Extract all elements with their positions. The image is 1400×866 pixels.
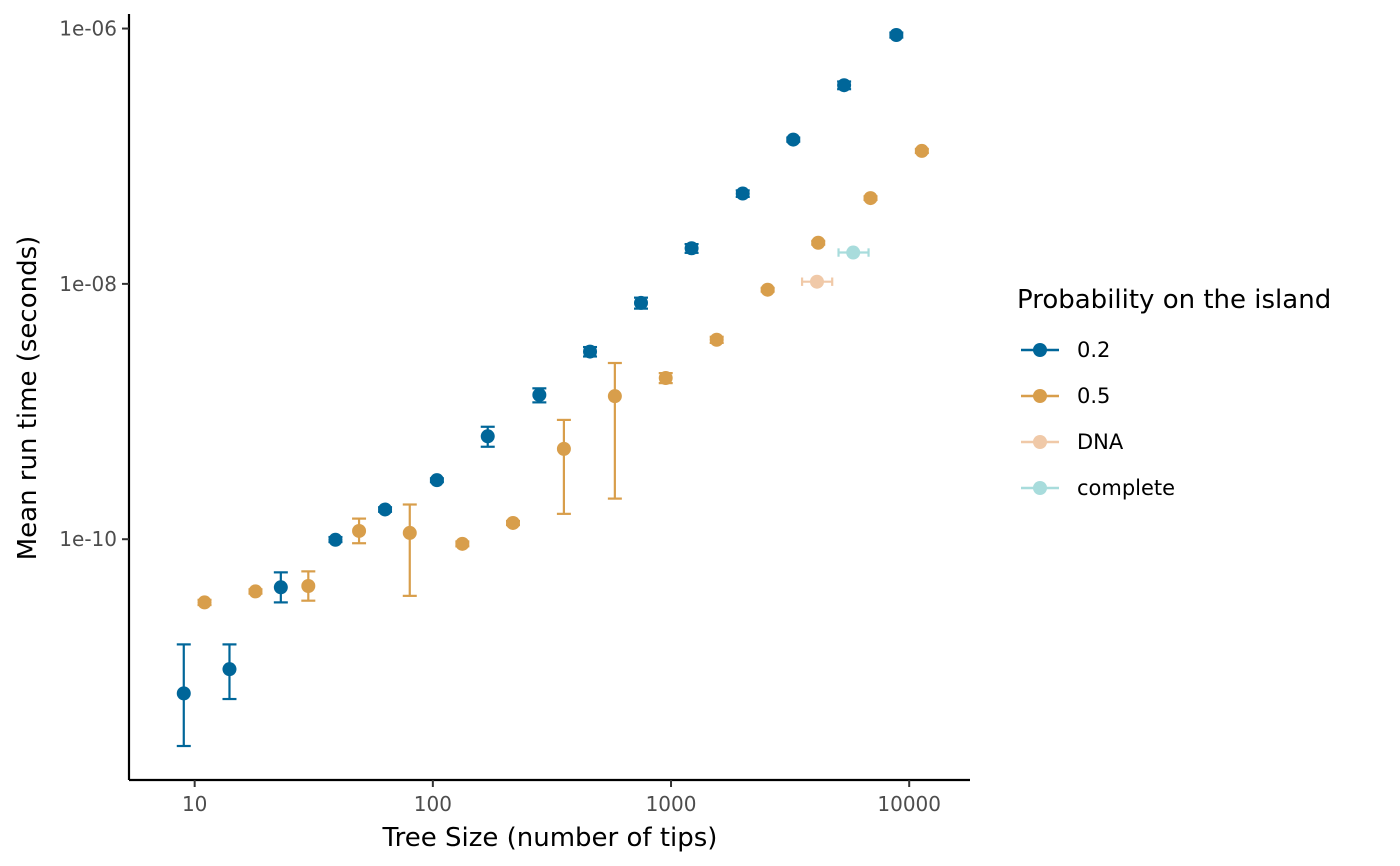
legend-label: DNA bbox=[1077, 430, 1124, 454]
data-point bbox=[532, 387, 547, 402]
series-0-2 bbox=[176, 28, 904, 748]
data-point bbox=[176, 686, 191, 701]
legend-label: complete bbox=[1077, 476, 1175, 500]
data-point bbox=[846, 245, 861, 260]
x-tick-label: 1000 bbox=[646, 792, 697, 816]
y-axis-ticks: 1e-10 1e-08 1e-06 bbox=[59, 17, 129, 551]
data-point bbox=[809, 274, 824, 289]
y-tick-label: 1e-10 bbox=[59, 527, 117, 551]
legend-key-point bbox=[1033, 481, 1047, 495]
plot-area: 10 100 1000 10000 1e-10 1e-08 1e-06 bbox=[59, 14, 970, 816]
series-complete bbox=[837, 245, 870, 260]
legend-title: Probability on the island bbox=[1017, 285, 1331, 315]
y-axis-title: Mean run time (seconds) bbox=[13, 236, 43, 561]
legend-label: 0.5 bbox=[1077, 384, 1110, 408]
series-layer bbox=[176, 28, 929, 748]
data-point bbox=[684, 241, 699, 256]
data-point bbox=[709, 332, 724, 347]
legend-item: DNA bbox=[1021, 430, 1124, 454]
x-tick-label: 10 bbox=[182, 792, 207, 816]
data-point bbox=[352, 523, 367, 538]
series-0-5 bbox=[197, 143, 929, 610]
data-point bbox=[222, 662, 237, 677]
legend-label: 0.2 bbox=[1077, 338, 1110, 362]
legend-item: complete bbox=[1021, 476, 1175, 500]
data-point bbox=[556, 441, 571, 456]
data-point bbox=[455, 536, 470, 551]
x-tick-label: 100 bbox=[414, 792, 452, 816]
x-axis-ticks: 10 100 1000 10000 bbox=[182, 780, 941, 816]
data-point bbox=[480, 429, 495, 444]
data-point bbox=[837, 78, 852, 93]
data-point bbox=[658, 371, 673, 386]
data-point bbox=[583, 344, 598, 359]
legend-key-point bbox=[1033, 389, 1047, 403]
data-point bbox=[914, 143, 929, 158]
data-point bbox=[402, 525, 417, 540]
data-point bbox=[863, 191, 878, 206]
data-point bbox=[197, 595, 212, 610]
data-point bbox=[633, 295, 648, 310]
data-point bbox=[760, 282, 775, 297]
series-dna bbox=[800, 274, 834, 289]
legend-item: 0.2 bbox=[1021, 338, 1110, 362]
data-point bbox=[378, 502, 393, 517]
data-point bbox=[811, 235, 826, 250]
data-point bbox=[786, 132, 801, 147]
legend: Probability on the island 0.2 0.5 DNA compl… bbox=[1017, 285, 1331, 500]
data-point bbox=[328, 532, 343, 547]
data-point bbox=[505, 515, 520, 530]
legend-item: 0.5 bbox=[1021, 384, 1110, 408]
data-point bbox=[607, 389, 622, 404]
y-tick-label: 1e-06 bbox=[59, 17, 117, 41]
legend-key-point bbox=[1033, 343, 1047, 357]
data-point bbox=[735, 186, 750, 201]
data-point bbox=[248, 584, 263, 599]
x-axis-title: Tree Size (number of tips) bbox=[382, 823, 718, 853]
x-tick-label: 10000 bbox=[877, 792, 941, 816]
legend-items: 0.2 0.5 DNA complete bbox=[1021, 338, 1175, 500]
legend-key-point bbox=[1033, 435, 1047, 449]
data-point bbox=[301, 579, 316, 594]
data-point bbox=[889, 28, 904, 43]
data-point bbox=[273, 580, 288, 595]
y-tick-label: 1e-08 bbox=[59, 272, 117, 296]
data-point bbox=[429, 473, 444, 488]
